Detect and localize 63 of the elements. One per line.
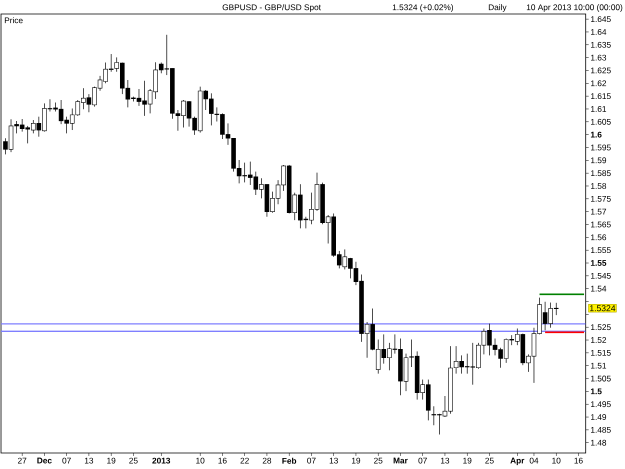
x-tick-label: 07 [418,458,427,464]
x-tick-label: 25 [374,458,382,464]
y-tick-label: 1.63 [591,54,606,61]
x-tick-label: 28 [262,458,272,464]
y-tick-label: 1.575 [591,196,611,202]
y-tick-label: 1.51 [591,362,606,369]
y-tick-label: 1.525 [591,324,611,330]
x-tick-label: 04 [530,458,538,464]
x-tick-label: 19 [463,458,472,464]
x-tick-label: 07 [307,458,316,464]
y-tick-label: 1.59 [591,157,606,164]
y-tick-label: 1.625 [591,68,611,74]
text: Daily [488,4,507,12]
chart-title: GBPUSD - GBP/USD Spot [222,4,321,12]
y-tick-label: 1.56 [591,234,606,240]
x-tick-label: Mar [394,458,408,464]
y-tick-label: 1.615 [591,93,611,100]
text: 1.5324 [590,305,616,312]
x-tick-label: Apr [510,458,524,466]
x-tick-label: 13 [84,458,94,464]
x-tick-label: Dec [37,458,52,464]
x-tick-label: 2013 [152,458,170,464]
x-tick-label: 22 [240,458,249,464]
y-tick-label: 1.565 [591,222,611,228]
x-tick-label: 10 [552,458,561,464]
y-tick-label: 1.54 [591,286,606,292]
chart-subtitle: 1.5324 (+0.02%) [392,4,454,12]
x-tick-label: 13 [330,458,338,464]
y-tick-label: 1.52 [591,337,606,343]
y-tick-label: 1.57 [591,208,606,215]
y-tick-label: 1.545 [591,272,611,279]
x-tick-label: 19 [107,458,116,464]
y-tick-label: 1.595 [591,144,611,150]
y-tick-label: 1.58 [591,183,606,189]
y-tick-label: 1.5 [590,388,602,394]
x-tick-label: Feb [282,458,296,464]
y-tick-label: 1.585 [591,170,611,176]
y-tick-label: 1.61 [591,106,606,112]
y-tick-label: 1.485 [591,426,611,433]
y-tick-label: 1.645 [591,16,611,22]
x-tick-label: 10 [196,458,204,464]
x-tick-label: 07 [62,458,71,464]
y-tick-label: 1.48 [591,440,606,446]
y-tick-label: 1.605 [591,118,611,125]
x-tick-label: 16 [218,458,227,464]
y-tick-label: 1.62 [591,80,606,86]
x-tick-label: 25 [129,458,138,464]
y-tick-label: 1.49 [591,414,606,420]
x-tick-label: 25 [485,458,494,464]
y-tick-label: 1.64 [591,29,606,35]
y-tick-label: 1.495 [591,401,611,408]
y-axis-title: Price [4,17,23,24]
x-tick-label: 19 [352,458,360,464]
x-tick-label: 16 [574,458,583,464]
y-tick-label: 1.55 [590,260,606,266]
x-tick-label: 13 [440,458,450,464]
y-tick-label: 1.505 [591,376,611,382]
y-tick-label: 1.555 [591,247,611,254]
y-tick-label: 1.6 [590,132,602,138]
y-tick-label: 1.515 [591,350,611,356]
y-tick-label: 1.635 [591,42,611,48]
text: 10 Apr 2013 10:00 (00:00) [526,4,622,12]
x-tick-label: 27 [18,458,26,464]
